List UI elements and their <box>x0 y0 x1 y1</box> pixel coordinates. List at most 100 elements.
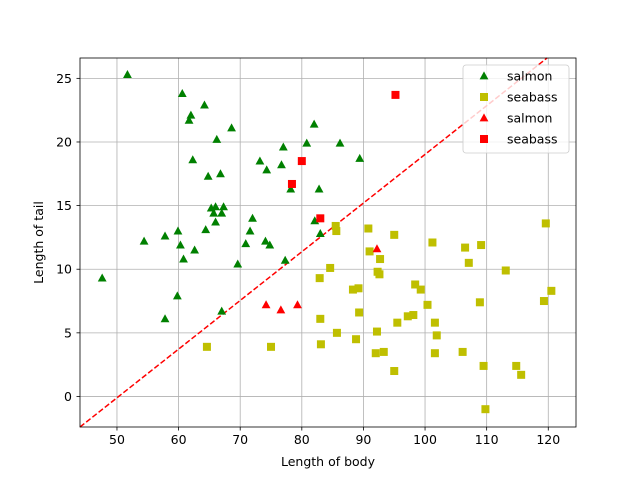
seabass-point <box>331 221 340 230</box>
decision-boundary <box>79 57 548 428</box>
salmon-point <box>280 255 290 264</box>
seabass-point <box>477 241 486 250</box>
seabass-point <box>541 219 550 228</box>
x-tick-label: 80 <box>294 432 310 447</box>
salmon-point <box>261 236 270 245</box>
seabass-point <box>315 274 324 283</box>
seabass-point <box>409 311 418 320</box>
y-tick-label: 5 <box>64 325 72 340</box>
seabass-point <box>267 342 276 351</box>
seabass-point <box>501 266 510 275</box>
seabass-point <box>391 90 400 99</box>
salmon-point <box>139 236 149 245</box>
salmon-point <box>227 123 236 132</box>
boundary-line <box>79 57 548 428</box>
y-tick-label: 20 <box>56 134 72 149</box>
salmon-point <box>302 138 312 147</box>
seabass-point <box>326 263 335 272</box>
salmon-point <box>277 160 286 169</box>
seabass-point <box>316 214 325 223</box>
seabass-point <box>547 286 556 295</box>
legend-label: salmon <box>507 69 552 84</box>
legend-marker <box>479 113 489 122</box>
salmon-point <box>203 171 213 180</box>
seabass-point <box>376 255 385 264</box>
series-2-salmon <box>261 244 382 314</box>
y-tick-label: 0 <box>64 389 72 404</box>
seabass-point <box>202 342 211 351</box>
legend: salmon seabass salmon seabass <box>462 64 570 154</box>
x-tick-label: 120 <box>536 432 560 447</box>
seabass-point <box>316 314 325 323</box>
salmon-point <box>255 156 265 165</box>
legend-box <box>462 64 570 154</box>
legend-label: seabass <box>507 90 557 105</box>
salmon-point <box>219 202 228 211</box>
salmon-point <box>123 69 132 78</box>
salmon-point <box>241 239 251 248</box>
salmon-point <box>184 115 194 124</box>
seabass-point <box>372 327 381 336</box>
salmon-point <box>179 254 188 263</box>
salmon-point <box>190 245 200 254</box>
seabass-point <box>432 331 441 340</box>
seabass-point <box>512 361 521 370</box>
seabass-point <box>403 312 412 321</box>
seabass-point <box>464 258 473 267</box>
salmon-point <box>211 202 220 211</box>
seabass-point <box>316 340 325 349</box>
seabass-point <box>355 308 364 317</box>
salmon-point <box>186 110 196 119</box>
salmon-point <box>315 228 325 237</box>
salmon-point <box>160 314 170 323</box>
legend-entry: salmon <box>479 111 552 126</box>
seabass-point <box>479 361 488 370</box>
seabass-point <box>379 347 388 356</box>
seabass-point <box>297 157 306 166</box>
seabass-point <box>430 349 439 358</box>
seabass-point <box>332 328 341 337</box>
salmon-point <box>160 231 170 240</box>
seabass-point <box>481 405 490 414</box>
seabass-point <box>354 284 363 293</box>
legend-label: seabass <box>507 132 557 147</box>
data-points <box>97 69 556 414</box>
salmon-point <box>293 300 302 309</box>
salmon-point <box>372 244 382 253</box>
salmon-point <box>248 213 257 222</box>
legend-entry: seabass <box>480 90 557 105</box>
x-tick-label: 60 <box>171 432 187 447</box>
salmon-point <box>176 240 185 249</box>
x-tick-label: 50 <box>109 432 125 447</box>
seabass-point <box>458 347 467 356</box>
salmon-point <box>211 217 220 226</box>
salmon-point <box>217 208 227 217</box>
legend-marker <box>480 93 488 101</box>
seabass-point <box>390 230 399 239</box>
seabass-point <box>352 335 361 344</box>
legend-marker <box>480 135 488 143</box>
salmon-point <box>177 89 187 98</box>
y-tick-label: 15 <box>56 198 72 213</box>
y-tick-label: 25 <box>56 71 72 86</box>
seabass-point <box>428 238 437 247</box>
salmon-point <box>265 240 275 249</box>
seabass-point <box>287 179 296 188</box>
salmon-point <box>209 208 219 217</box>
y-axis-label: Length of tail <box>31 201 46 284</box>
salmon-point <box>216 169 225 178</box>
seabass-point <box>390 367 399 376</box>
x-axis-label: Length of body <box>281 454 376 469</box>
x-tick-label: 100 <box>413 432 437 447</box>
salmon-point <box>212 134 222 143</box>
salmon-point <box>245 226 255 235</box>
seabass-point <box>364 224 373 233</box>
salmon-point <box>233 259 243 268</box>
salmon-point <box>262 165 272 174</box>
legend-label: salmon <box>507 111 552 126</box>
seabass-point <box>475 298 484 307</box>
salmon-point <box>97 273 107 282</box>
salmon-point <box>200 100 209 109</box>
y-tick-label: 10 <box>56 262 72 277</box>
salmon-point <box>278 142 288 151</box>
